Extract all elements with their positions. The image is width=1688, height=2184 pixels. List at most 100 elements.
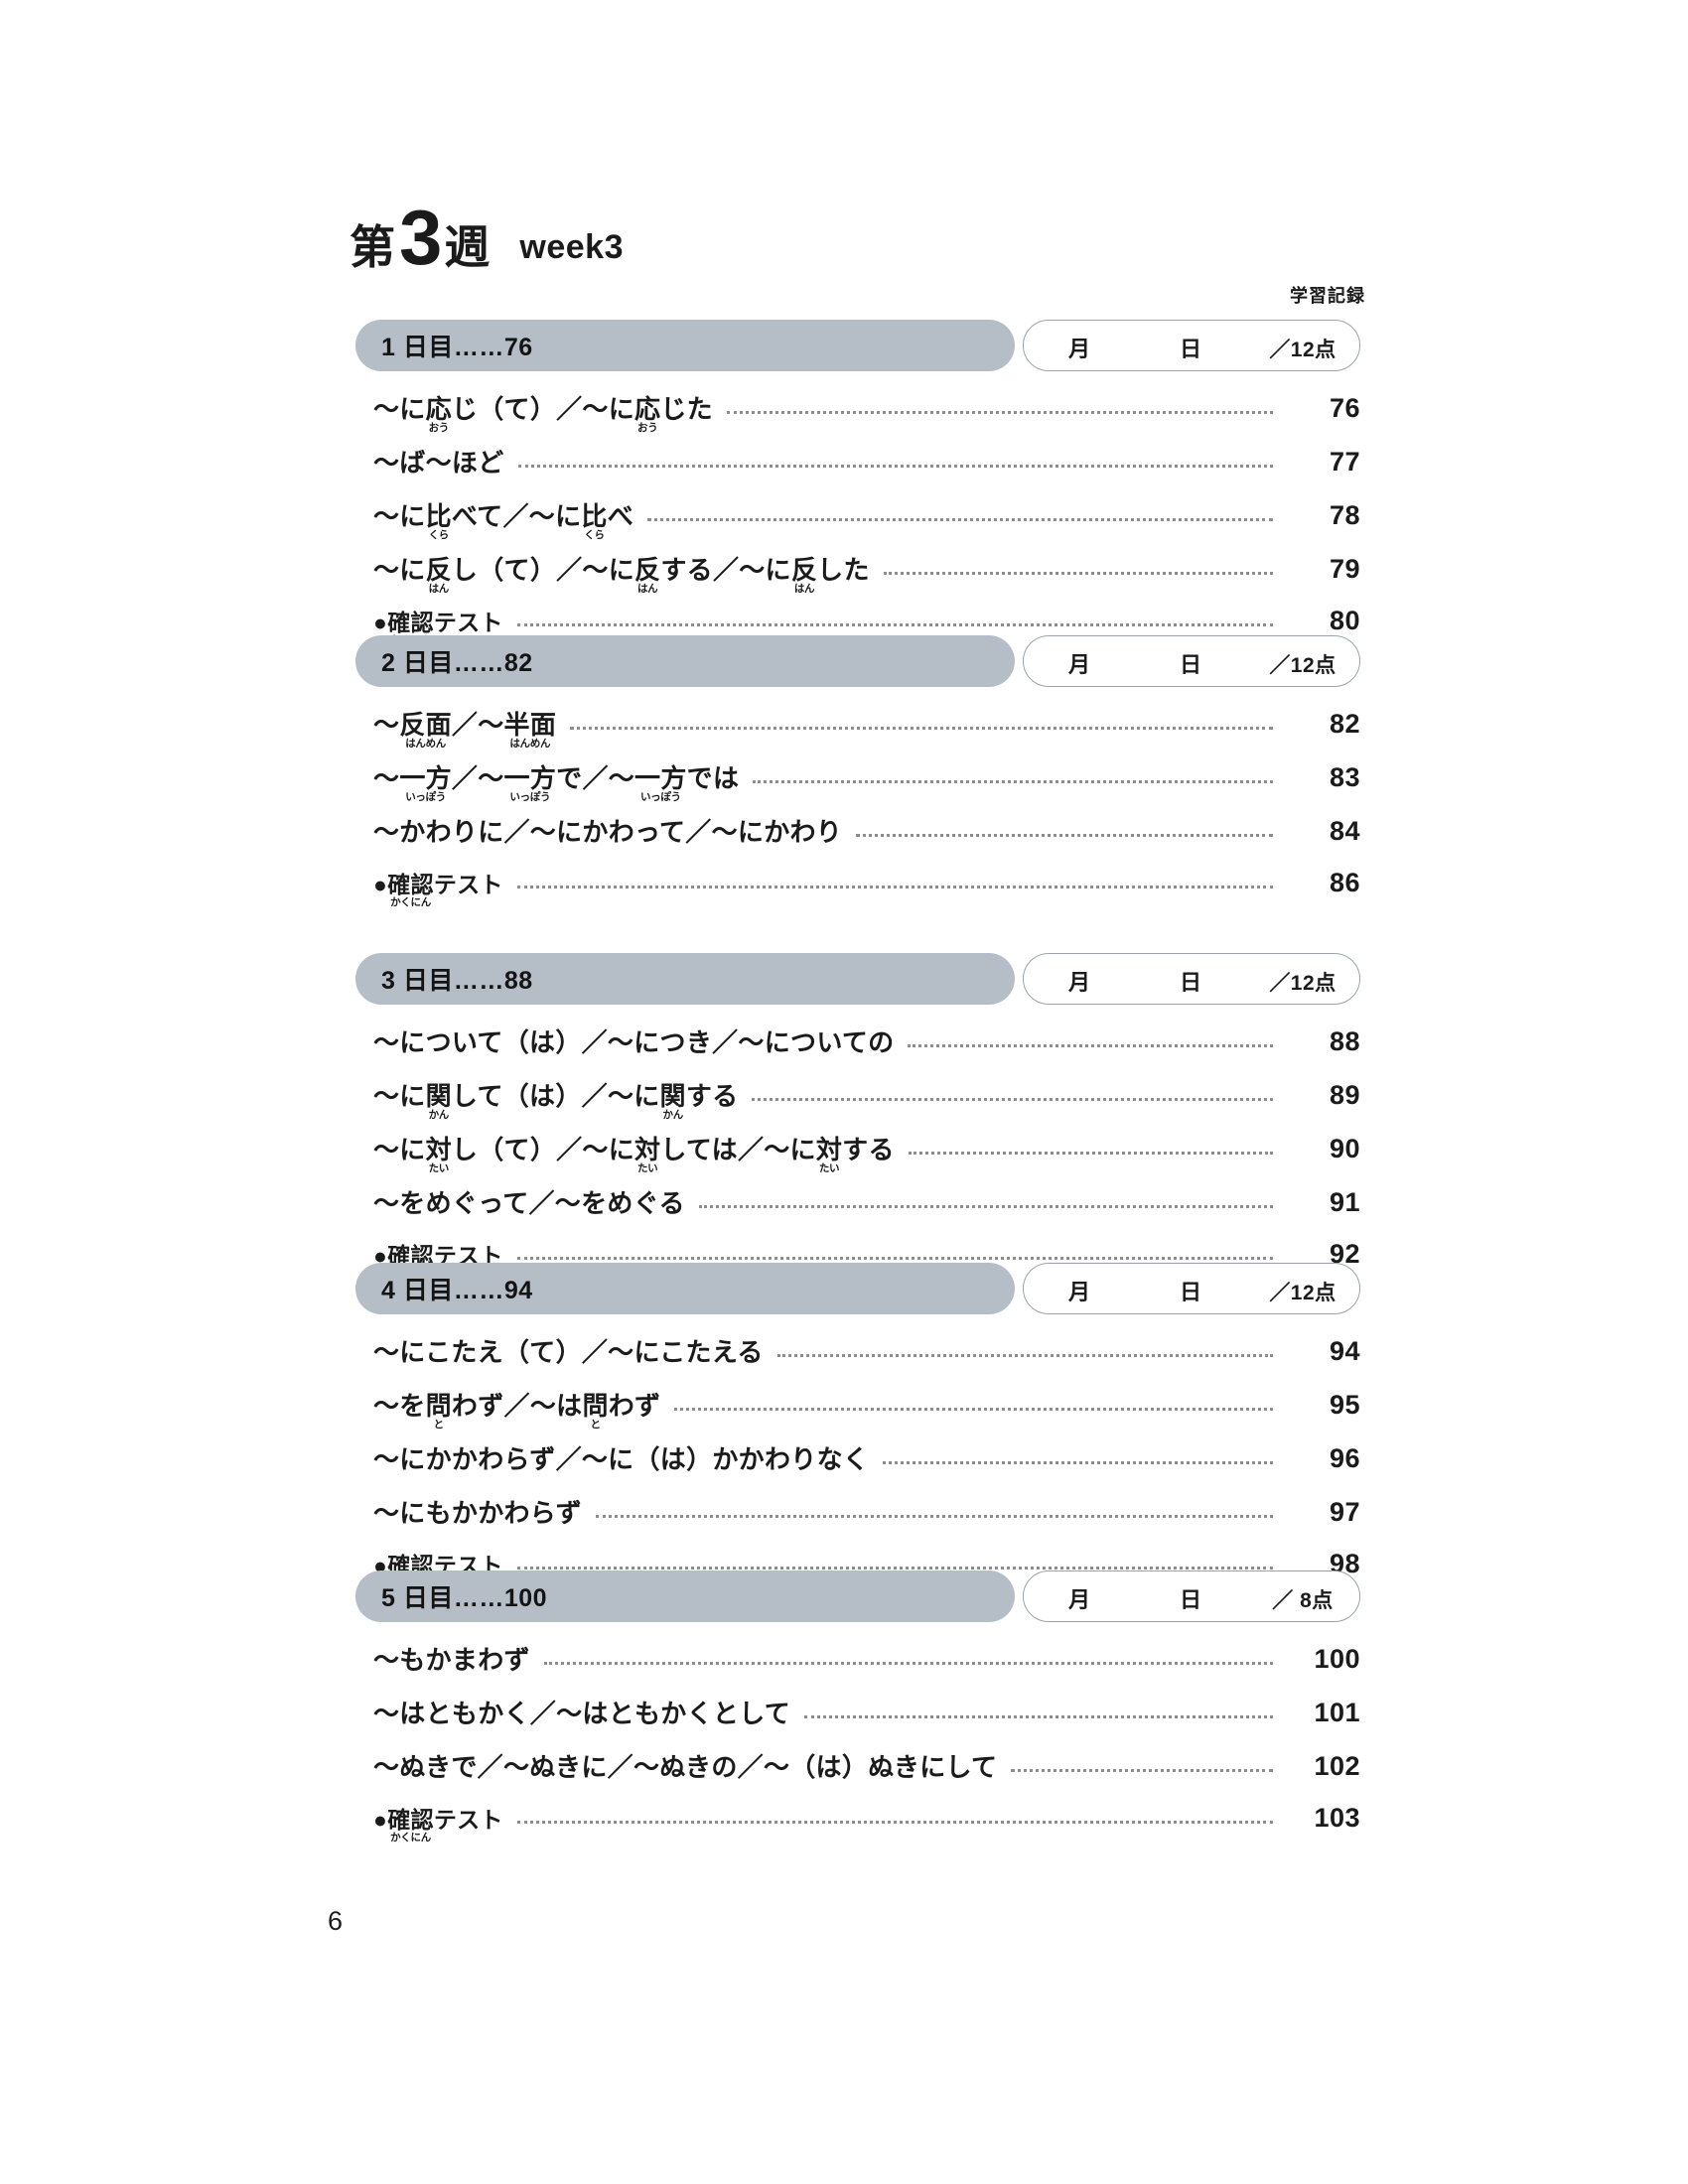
entry-page-number: 96 <box>1329 1443 1360 1473</box>
ruby-group: 反はん <box>791 557 817 594</box>
ruby-group: 反はん <box>634 557 660 594</box>
grammar-entry-row[interactable]: 〜にもかかわらず 97 <box>355 1485 1360 1539</box>
study-record-box[interactable]: 月 日 ／12点 <box>1023 320 1360 371</box>
entry-page-number: 95 <box>1329 1390 1360 1420</box>
grammar-entry-row[interactable]: 〜に対 たい し（て）／〜に対 たい しては／〜に対 たい する 90 <box>355 1122 1360 1175</box>
leader-dots <box>753 780 1273 783</box>
ruby-group: 比くら <box>581 501 608 540</box>
entry-list: 〜に応 おう じ（て）／〜に応 おう じた 76 〜ば〜ほど 77 〜に比 くら べて／〜に比 くらべ… <box>355 381 1360 647</box>
ruby-reading: いっぽう <box>405 791 447 803</box>
ruby-base: 問 <box>425 1391 452 1421</box>
leader-dots <box>726 411 1273 414</box>
leader-dots <box>883 572 1273 575</box>
entry-text-segment: テスト <box>433 1243 503 1269</box>
leader-dots <box>856 834 1273 837</box>
record-day-label: 日 <box>1179 970 1201 995</box>
ruby-group: 確認かくにん <box>387 1809 434 1843</box>
day-section: 4 日目……94 月日／12点〜にこたえ（て）／〜にこたえる 94 〜を問とわず／〜は… <box>355 1263 1360 1590</box>
entry-text-segment: 〜に <box>373 555 426 585</box>
entry-text-segment: 〜にかかわらず／〜に（は）かかわりなく <box>373 1444 870 1474</box>
entry-label: 〜反面 はんめん ／〜半面 はんめん <box>373 712 556 751</box>
entry-text-segment: じ（て）／〜に <box>451 394 635 424</box>
leader-dots <box>908 1044 1273 1047</box>
ruby-group: 一方 いっぽう <box>504 765 557 802</box>
entry-label: 〜に応 おう じ（て）／〜に応 おう じた <box>373 396 713 435</box>
entry-label: 〜はともかく／〜はともかくとして <box>373 1701 790 1739</box>
ruby-reading: おう <box>636 422 658 434</box>
grammar-entry-row[interactable]: 〜をめぐって／〜をめぐる 91 <box>355 1175 1360 1229</box>
day-title-bar[interactable]: 3 日目……88 <box>355 953 1015 1005</box>
ruby-base: 問 <box>582 1391 609 1421</box>
ruby-reading: いっぽう <box>639 791 681 803</box>
grammar-entry-row[interactable]: 〜に比 くら べて／〜に比 くらべ 78 <box>355 488 1360 542</box>
grammar-entry-row[interactable]: 〜ぬきで／〜ぬきに／〜ぬきの／〜（は）ぬきにして 102 <box>355 1739 1360 1793</box>
grammar-entry-row[interactable]: 〜にかかわらず／〜に（は）かかわりなく 96 <box>355 1432 1360 1485</box>
study-record-box[interactable]: 月 日 ／12点 <box>1023 953 1360 1005</box>
day-title-bar[interactable]: 5 日目……100 <box>355 1570 1015 1622</box>
entry-label: 〜に比 くら べて／〜に比 くらべ <box>373 503 633 542</box>
ruby-reading: はん <box>428 583 450 595</box>
leader-dots <box>516 1567 1273 1570</box>
entry-label: 〜もかまわず <box>373 1647 530 1686</box>
ruby-group: 対たい <box>816 1137 842 1173</box>
grammar-entry-row[interactable]: 〜を問とわず／〜は問とわず 95 <box>355 1378 1360 1432</box>
study-record-box[interactable]: 月 日 ／12点 <box>1023 635 1360 687</box>
leader-dots <box>1011 1769 1273 1772</box>
entry-page-number: 83 <box>1329 762 1360 792</box>
week-prefix: 第 <box>350 220 395 273</box>
ruby-base: 応 <box>425 394 452 424</box>
confirmation-test-row[interactable]: ●確認 かくにん テスト 86 <box>355 858 1360 909</box>
entry-text-segment: ● <box>373 1807 388 1833</box>
entry-page-number: 89 <box>1329 1080 1360 1110</box>
grammar-entry-row[interactable]: 〜ば〜ほど 77 <box>355 435 1360 488</box>
grammar-entry-row[interactable]: 〜にこたえ（て）／〜にこたえる 94 <box>355 1324 1360 1378</box>
ruby-base: 応 <box>634 394 661 424</box>
grammar-entry-row[interactable]: 〜はともかく／〜はともかくとして 101 <box>355 1686 1360 1739</box>
day-title-bar[interactable]: 4 日目……94 <box>355 1263 1015 1314</box>
entry-label: 〜について（は）／〜につき／〜についての <box>373 1029 894 1068</box>
day-title-label: 3 日目……88 <box>381 967 533 995</box>
confirmation-test-row[interactable]: ●確認 かくにん テスト 103 <box>355 1793 1360 1844</box>
week-number: 3 <box>399 194 442 281</box>
grammar-entry-row[interactable]: 〜かわりに／〜にかわって／〜にかわり 84 <box>355 804 1360 858</box>
ruby-base: 比 <box>581 501 608 531</box>
entry-page-number: 97 <box>1329 1497 1360 1527</box>
study-record-box[interactable]: 月 日 ／12点 <box>1023 1263 1360 1314</box>
leader-dots <box>883 1461 1273 1464</box>
entry-text-segment: 〜ば〜ほど <box>373 448 504 478</box>
grammar-entry-row[interactable]: 〜に反 はん し（て）／〜に反 はん する／〜に反 はん した 79 <box>355 542 1360 596</box>
entry-page-number: 88 <box>1329 1026 1360 1056</box>
study-record-box[interactable]: 月 日 ／ 8点 <box>1023 1570 1360 1622</box>
record-month-label: 月 <box>1067 1587 1090 1612</box>
entry-label: 〜に対 たい し（て）／〜に対 たい しては／〜に対 たい する <box>373 1137 895 1175</box>
grammar-entry-row[interactable]: 〜反面 はんめん ／〜半面 はんめん 82 <box>355 697 1360 751</box>
grammar-entry-row[interactable]: 〜一方 いっぽう ／〜一方 いっぽう で／〜一方 いっぽう では 83 <box>355 751 1360 804</box>
entry-text-segment: 〜をめぐって／〜をめぐる <box>373 1188 685 1218</box>
grammar-entry-row[interactable]: 〜に関 かん して（は）／〜に関 かん する 89 <box>355 1068 1360 1122</box>
ruby-reading: おう <box>428 422 450 434</box>
day-title-bar[interactable]: 2 日目……82 <box>355 635 1015 687</box>
record-month-label: 月 <box>1067 337 1090 361</box>
grammar-entry-row[interactable]: 〜について（は）／〜につき／〜についての 88 <box>355 1015 1360 1068</box>
ruby-base: 一方 <box>399 763 452 793</box>
entry-text-segment: じた <box>660 394 713 424</box>
entry-text-segment: 〜はともかく／〜はともかくとして <box>373 1699 791 1728</box>
day-title-label: 1 日目……76 <box>381 334 533 361</box>
entry-label: 〜に反 はん し（て）／〜に反 はん する／〜に反 はん した <box>373 557 870 596</box>
entry-text-segment: 〜について（は）／〜につき／〜についての <box>373 1027 895 1057</box>
grammar-entry-row[interactable]: 〜もかまわず 100 <box>355 1632 1360 1686</box>
entry-label: 〜ぬきで／〜ぬきに／〜ぬきの／〜（は）ぬきにして <box>373 1754 997 1793</box>
ruby-group: 比くら <box>426 503 452 540</box>
entry-text-segment: した <box>817 555 870 585</box>
entry-label: 〜にもかかわらず <box>373 1500 582 1539</box>
day-title-label: 5 日目……100 <box>381 1584 548 1612</box>
grammar-entry-row[interactable]: 〜に応 おう じ（て）／〜に応 おう じた 76 <box>355 381 1360 435</box>
day-title-bar[interactable]: 1 日目……76 <box>355 320 1015 371</box>
entry-text-segment: ／〜 <box>451 763 504 793</box>
ruby-reading: はん <box>636 583 658 595</box>
record-score-label: ／12点 <box>1269 972 1336 995</box>
record-day-label: 日 <box>1179 652 1201 677</box>
